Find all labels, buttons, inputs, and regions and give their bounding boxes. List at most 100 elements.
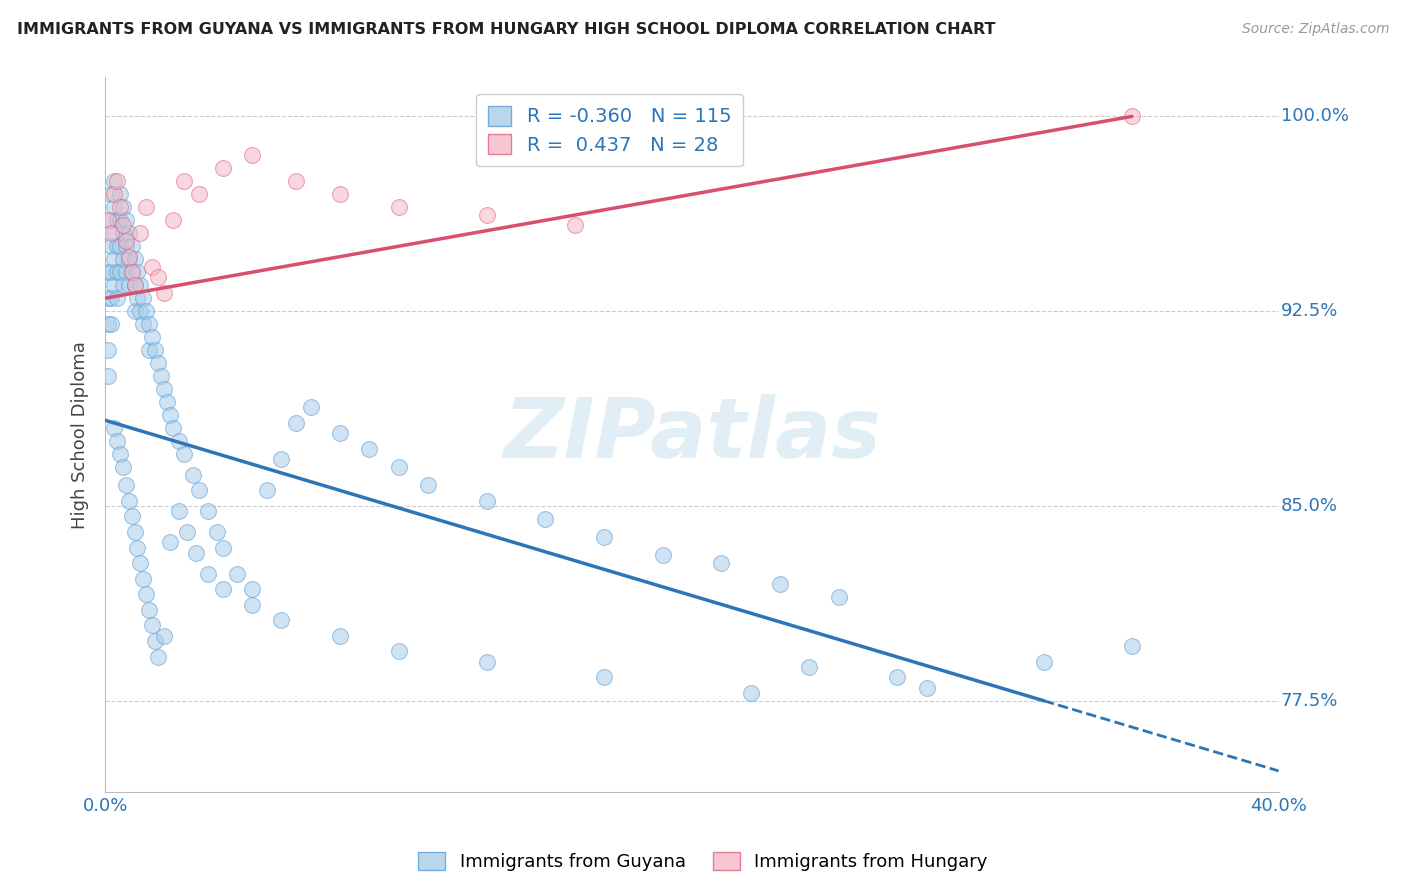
Point xyxy=(100,291,122,305)
Point xyxy=(135,304,157,318)
Point xyxy=(111,460,134,475)
Point xyxy=(97,213,120,227)
Point xyxy=(114,234,136,248)
Point xyxy=(270,613,292,627)
Point xyxy=(740,686,762,700)
Point xyxy=(129,304,152,318)
Point xyxy=(105,174,128,188)
Point xyxy=(710,556,733,570)
Point xyxy=(329,629,352,643)
Point xyxy=(118,227,141,241)
Point xyxy=(329,187,352,202)
Point xyxy=(100,265,122,279)
Point xyxy=(141,618,163,632)
Point xyxy=(127,541,149,555)
Y-axis label: High School Diploma: High School Diploma xyxy=(72,341,89,528)
Point xyxy=(114,213,136,227)
Point xyxy=(129,227,152,241)
Point xyxy=(153,285,176,300)
Point xyxy=(329,426,352,441)
Point xyxy=(103,278,125,293)
Point xyxy=(124,524,146,539)
Point xyxy=(181,467,204,482)
Point xyxy=(108,187,131,202)
Point xyxy=(359,442,381,456)
Point xyxy=(135,587,157,601)
Point xyxy=(141,260,163,274)
Point xyxy=(105,239,128,253)
Point xyxy=(103,200,125,214)
Point xyxy=(146,356,169,370)
Point xyxy=(108,200,131,214)
Point xyxy=(121,509,143,524)
Point xyxy=(132,572,155,586)
Point xyxy=(211,541,233,555)
Point xyxy=(256,483,278,498)
Point xyxy=(1033,655,1056,669)
Point xyxy=(121,265,143,279)
Point xyxy=(197,566,219,581)
Point xyxy=(167,504,190,518)
Point xyxy=(162,213,184,227)
Point xyxy=(114,239,136,253)
Point xyxy=(100,213,122,227)
Legend: R = -0.360   N = 115, R =  0.437   N = 28: R = -0.360 N = 115, R = 0.437 N = 28 xyxy=(477,95,744,167)
Point xyxy=(97,317,120,331)
Point xyxy=(475,493,498,508)
Point xyxy=(105,265,128,279)
Point xyxy=(162,421,184,435)
Point xyxy=(124,252,146,267)
Point xyxy=(138,343,160,358)
Point xyxy=(108,265,131,279)
Point xyxy=(146,649,169,664)
Point xyxy=(97,343,120,358)
Point xyxy=(100,227,122,241)
Point xyxy=(593,530,616,544)
Point xyxy=(799,660,821,674)
Point xyxy=(129,556,152,570)
Point xyxy=(124,304,146,318)
Point xyxy=(188,187,211,202)
Point xyxy=(149,369,172,384)
Point xyxy=(100,239,122,253)
Point xyxy=(593,670,616,684)
Point xyxy=(284,174,307,188)
Point xyxy=(103,421,125,435)
Point xyxy=(118,250,141,264)
Point xyxy=(97,369,120,384)
Point xyxy=(111,278,134,293)
Point xyxy=(475,655,498,669)
Point xyxy=(108,213,131,227)
Point xyxy=(1121,639,1143,653)
Point xyxy=(827,590,849,604)
Point xyxy=(886,670,908,684)
Point xyxy=(153,382,176,396)
Point xyxy=(153,629,176,643)
Point xyxy=(173,174,195,188)
Point xyxy=(111,200,134,214)
Point xyxy=(240,598,263,612)
Point xyxy=(138,317,160,331)
Point xyxy=(416,478,439,492)
Point xyxy=(108,239,131,253)
Point xyxy=(387,644,409,658)
Point xyxy=(111,252,134,267)
Point xyxy=(121,239,143,253)
Point xyxy=(127,291,149,305)
Point xyxy=(124,278,146,293)
Point xyxy=(197,504,219,518)
Point xyxy=(284,416,307,430)
Point xyxy=(159,408,181,422)
Point xyxy=(156,395,179,409)
Point xyxy=(100,187,122,202)
Point xyxy=(1121,109,1143,123)
Point xyxy=(108,447,131,461)
Point xyxy=(143,634,166,648)
Text: Source: ZipAtlas.com: Source: ZipAtlas.com xyxy=(1241,22,1389,37)
Legend: Immigrants from Guyana, Immigrants from Hungary: Immigrants from Guyana, Immigrants from … xyxy=(411,845,995,879)
Point xyxy=(141,330,163,344)
Point xyxy=(146,270,169,285)
Point xyxy=(205,524,228,539)
Point xyxy=(226,566,249,581)
Point xyxy=(564,136,586,150)
